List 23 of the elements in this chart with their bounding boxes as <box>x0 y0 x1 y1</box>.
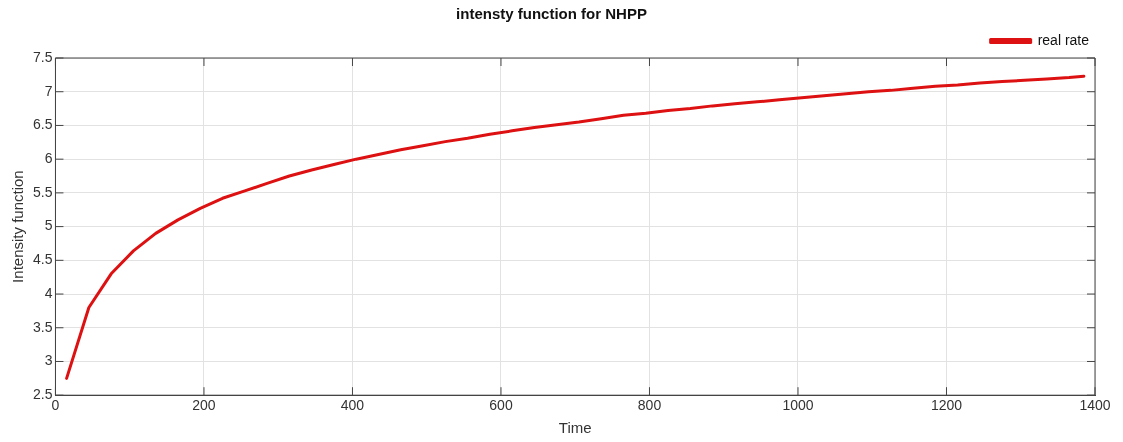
x-tick-label: 800 <box>637 397 662 414</box>
y-axis-title: Intensity function <box>9 170 27 283</box>
x-tick-label: 1400 <box>1079 397 1111 414</box>
y-tick-label: 6.5 <box>32 116 53 133</box>
chart-title: intensty function for NHPP <box>456 5 647 23</box>
x-tick-label: 1200 <box>930 397 963 414</box>
y-tick-label: 4 <box>44 284 53 301</box>
y-tick-label: 5.5 <box>32 183 53 200</box>
y-tick-label: 2.5 <box>32 386 53 403</box>
x-tick-label: 200 <box>192 397 216 414</box>
y-tick-label: 5 <box>44 217 53 234</box>
y-tick-label: 7 <box>44 82 53 99</box>
y-tick-label: 6 <box>44 150 53 167</box>
x-tick-label: 400 <box>340 397 365 414</box>
legend-label: real rate <box>1037 31 1090 48</box>
y-tick-label: 3.5 <box>32 318 53 335</box>
y-tick-label: 4.5 <box>32 251 53 268</box>
y-tick-label: 3 <box>44 352 53 369</box>
x-tick-label: 600 <box>489 397 513 414</box>
x-tick-label: 1000 <box>782 397 814 414</box>
x-tick-label: 0 <box>51 397 60 414</box>
y-tick-label: 7.5 <box>32 48 53 65</box>
x-axis-title: Time <box>558 419 592 437</box>
